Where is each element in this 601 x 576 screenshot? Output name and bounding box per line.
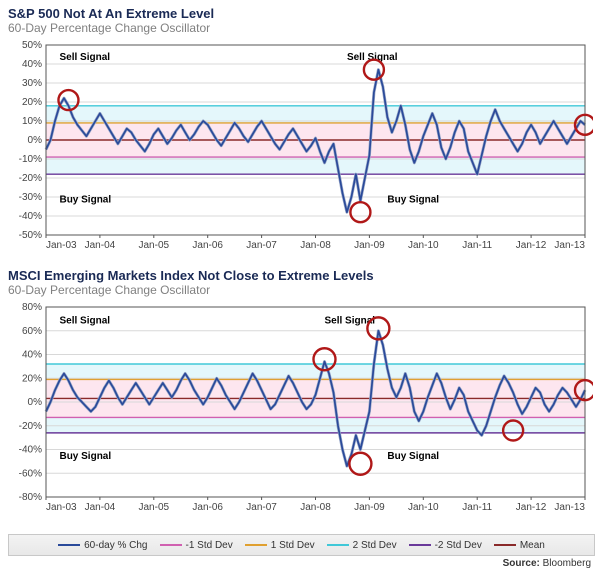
svg-text:Jan-03: Jan-03 (46, 240, 77, 251)
svg-text:-30%: -30% (19, 192, 42, 203)
svg-text:20%: 20% (22, 373, 42, 384)
svg-text:60%: 60% (22, 326, 42, 337)
svg-text:Jan-09: Jan-09 (354, 240, 385, 251)
chart1-plot: -50% -40% -30% -20% -10% 0% 10% 20% 30% 40% 50% Jan… (8, 39, 593, 253)
svg-text:Jan-13: Jan-13 (554, 502, 585, 513)
svg-text:Buy Signal: Buy Signal (59, 195, 111, 206)
chart2-title: MSCI Emerging Markets Index Not Close to… (8, 268, 593, 283)
legend-label: -1 Std Dev (186, 540, 233, 551)
legend-item: -1 Std Dev (160, 540, 233, 551)
legend-swatch (160, 544, 182, 546)
page: S&P 500 Not At An Extreme Level 60-Day P… (0, 0, 601, 576)
chart2-subtitle: 60-Day Percentage Change Oscillator (8, 283, 593, 297)
legend-item: -2 Std Dev (409, 540, 482, 551)
svg-text:-50%: -50% (19, 230, 42, 241)
svg-text:Jan-06: Jan-06 (192, 502, 223, 513)
legend-item: 2 Std Dev (327, 540, 397, 551)
svg-text:Jan-12: Jan-12 (516, 502, 547, 513)
svg-text:40%: 40% (22, 350, 42, 361)
svg-text:-20%: -20% (19, 173, 42, 184)
svg-text:Jan-13: Jan-13 (554, 240, 585, 251)
source-line: Source: Bloomberg (503, 558, 591, 569)
svg-text:80%: 80% (22, 302, 42, 313)
legend-swatch (58, 544, 80, 546)
legend-label: -2 Std Dev (435, 540, 482, 551)
svg-text:-20%: -20% (19, 421, 42, 432)
legend-item: 60-day % Chg (58, 540, 147, 551)
svg-text:Jan-05: Jan-05 (139, 502, 170, 513)
chart1-subtitle: 60-Day Percentage Change Oscillator (8, 21, 593, 35)
svg-text:40%: 40% (22, 59, 42, 70)
svg-text:50%: 50% (22, 40, 42, 51)
source-label: Source: (503, 558, 540, 569)
svg-text:Jan-08: Jan-08 (300, 240, 331, 251)
svg-text:-10%: -10% (19, 154, 42, 165)
svg-text:Sell Signal: Sell Signal (347, 52, 398, 63)
svg-text:Buy Signal: Buy Signal (387, 195, 439, 206)
legend-label: Mean (520, 540, 545, 551)
svg-text:Jan-10: Jan-10 (408, 502, 439, 513)
legend-label: 1 Std Dev (271, 540, 315, 551)
legend-label: 60-day % Chg (84, 540, 147, 551)
chart2-block: MSCI Emerging Markets Index Not Close to… (8, 268, 593, 515)
svg-text:Jan-07: Jan-07 (246, 502, 277, 513)
svg-text:Jan-08: Jan-08 (300, 502, 331, 513)
chart2-plot: -80% -60% -40% -20% 0% 20% 40% 60% 80% Jan-03 Jan-… (8, 301, 593, 515)
svg-text:20%: 20% (22, 97, 42, 108)
svg-text:Jan-05: Jan-05 (139, 240, 170, 251)
legend-item: 1 Std Dev (245, 540, 315, 551)
svg-text:Jan-11: Jan-11 (462, 502, 492, 513)
svg-text:Sell Signal: Sell Signal (59, 316, 110, 327)
svg-text:Jan-10: Jan-10 (408, 240, 439, 251)
svg-text:Jan-04: Jan-04 (85, 502, 116, 513)
svg-text:Jan-06: Jan-06 (192, 240, 223, 251)
svg-text:0%: 0% (28, 135, 43, 146)
legend-swatch (245, 544, 267, 546)
chart1-title: S&P 500 Not At An Extreme Level (8, 6, 593, 21)
svg-text:Jan-04: Jan-04 (85, 240, 116, 251)
svg-text:-40%: -40% (19, 211, 42, 222)
svg-text:Jan-11: Jan-11 (462, 240, 492, 251)
svg-text:-60%: -60% (19, 468, 42, 479)
source-value: Bloomberg (543, 558, 591, 569)
svg-text:Buy Signal: Buy Signal (387, 451, 439, 462)
legend-swatch (409, 544, 431, 546)
svg-text:Jan-03: Jan-03 (46, 502, 77, 513)
legend-swatch (327, 544, 349, 546)
legend-label: 2 Std Dev (353, 540, 397, 551)
svg-text:-80%: -80% (19, 492, 42, 503)
svg-text:30%: 30% (22, 78, 42, 89)
legend: 60-day % Chg -1 Std Dev 1 Std Dev 2 Std Dev… (8, 534, 595, 556)
svg-text:Jan-12: Jan-12 (516, 240, 547, 251)
chart1-block: S&P 500 Not At An Extreme Level 60-Day P… (8, 6, 593, 253)
svg-text:0%: 0% (28, 397, 43, 408)
legend-swatch (494, 544, 516, 546)
svg-text:Buy Signal: Buy Signal (59, 451, 111, 462)
svg-text:-40%: -40% (19, 445, 42, 456)
svg-text:Jan-09: Jan-09 (354, 502, 385, 513)
svg-text:Jan-07: Jan-07 (246, 240, 277, 251)
legend-item: Mean (494, 540, 545, 551)
svg-text:10%: 10% (22, 116, 42, 127)
svg-text:Sell Signal: Sell Signal (59, 52, 110, 63)
